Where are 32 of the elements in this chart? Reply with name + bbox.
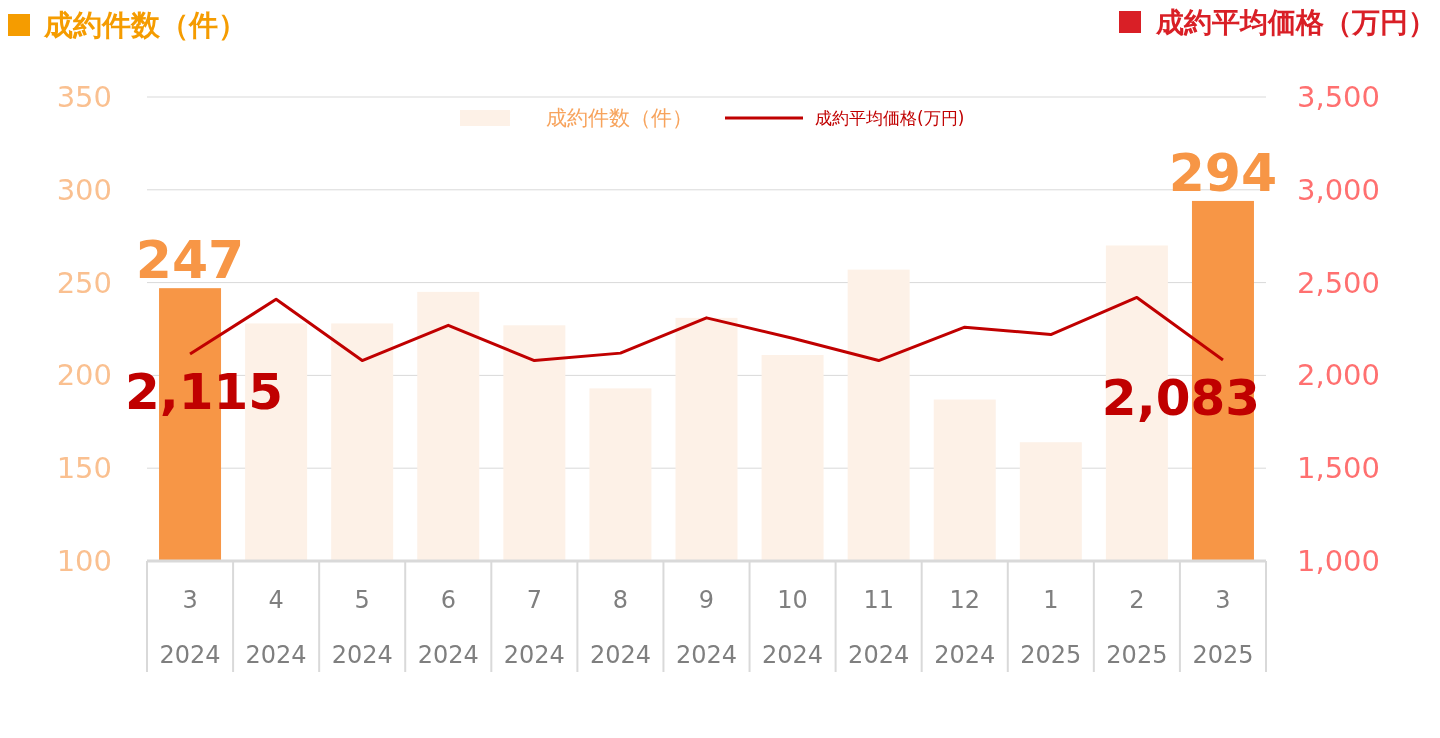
legend-label: 成約平均価格(万円) — [815, 108, 965, 128]
y2-tick-label: 2,000 — [1296, 358, 1380, 393]
y2-tick-label: 2,500 — [1296, 265, 1380, 300]
legend-label: 成約件数（件） — [546, 106, 693, 130]
y2-axis-title: 成約平均価格（万円） — [1155, 5, 1436, 39]
x-tick-label: 6 2024 — [417, 586, 479, 669]
y2-tick-label: 3,000 — [1296, 172, 1380, 207]
x-tick-label: 3 2025 — [1192, 586, 1254, 669]
line-series — [188, 295, 1225, 363]
x-tick-label: 3 2024 — [159, 586, 221, 669]
y-axis-title: 成約件数（件） — [43, 8, 247, 42]
x-tick-label: 8 2024 — [589, 586, 651, 669]
y-tick-label: 300 — [56, 172, 112, 207]
data-label: 294 — [1168, 142, 1278, 203]
x-tick-label: 5 2024 — [331, 586, 393, 669]
x-tick-label: 2 2025 — [1106, 586, 1168, 669]
x-tick-label: 4 2024 — [245, 586, 307, 669]
y-tick-label: 200 — [56, 358, 112, 393]
y-tick-label: 150 — [56, 451, 112, 486]
x-tick-label: 7 2024 — [503, 586, 565, 669]
y2-tick-label: 3,500 — [1296, 80, 1380, 114]
x-tick-label: 9 2024 — [675, 586, 738, 669]
x-tick-label: 10 2024 — [762, 586, 824, 669]
data-label: 247 — [135, 230, 245, 291]
y-tick-label: 100 — [56, 544, 112, 578]
x-tick-label: 11 2024 — [848, 586, 910, 669]
y2-tick-label: 1,500 — [1296, 451, 1380, 486]
y2-tick-label: 1,000 — [1296, 544, 1380, 578]
x-tick-label: 1 2025 — [1020, 586, 1082, 669]
x-tick-label: 12 2024 — [934, 586, 996, 669]
y-tick-label: 350 — [56, 80, 112, 114]
y-tick-label: 250 — [56, 265, 112, 300]
